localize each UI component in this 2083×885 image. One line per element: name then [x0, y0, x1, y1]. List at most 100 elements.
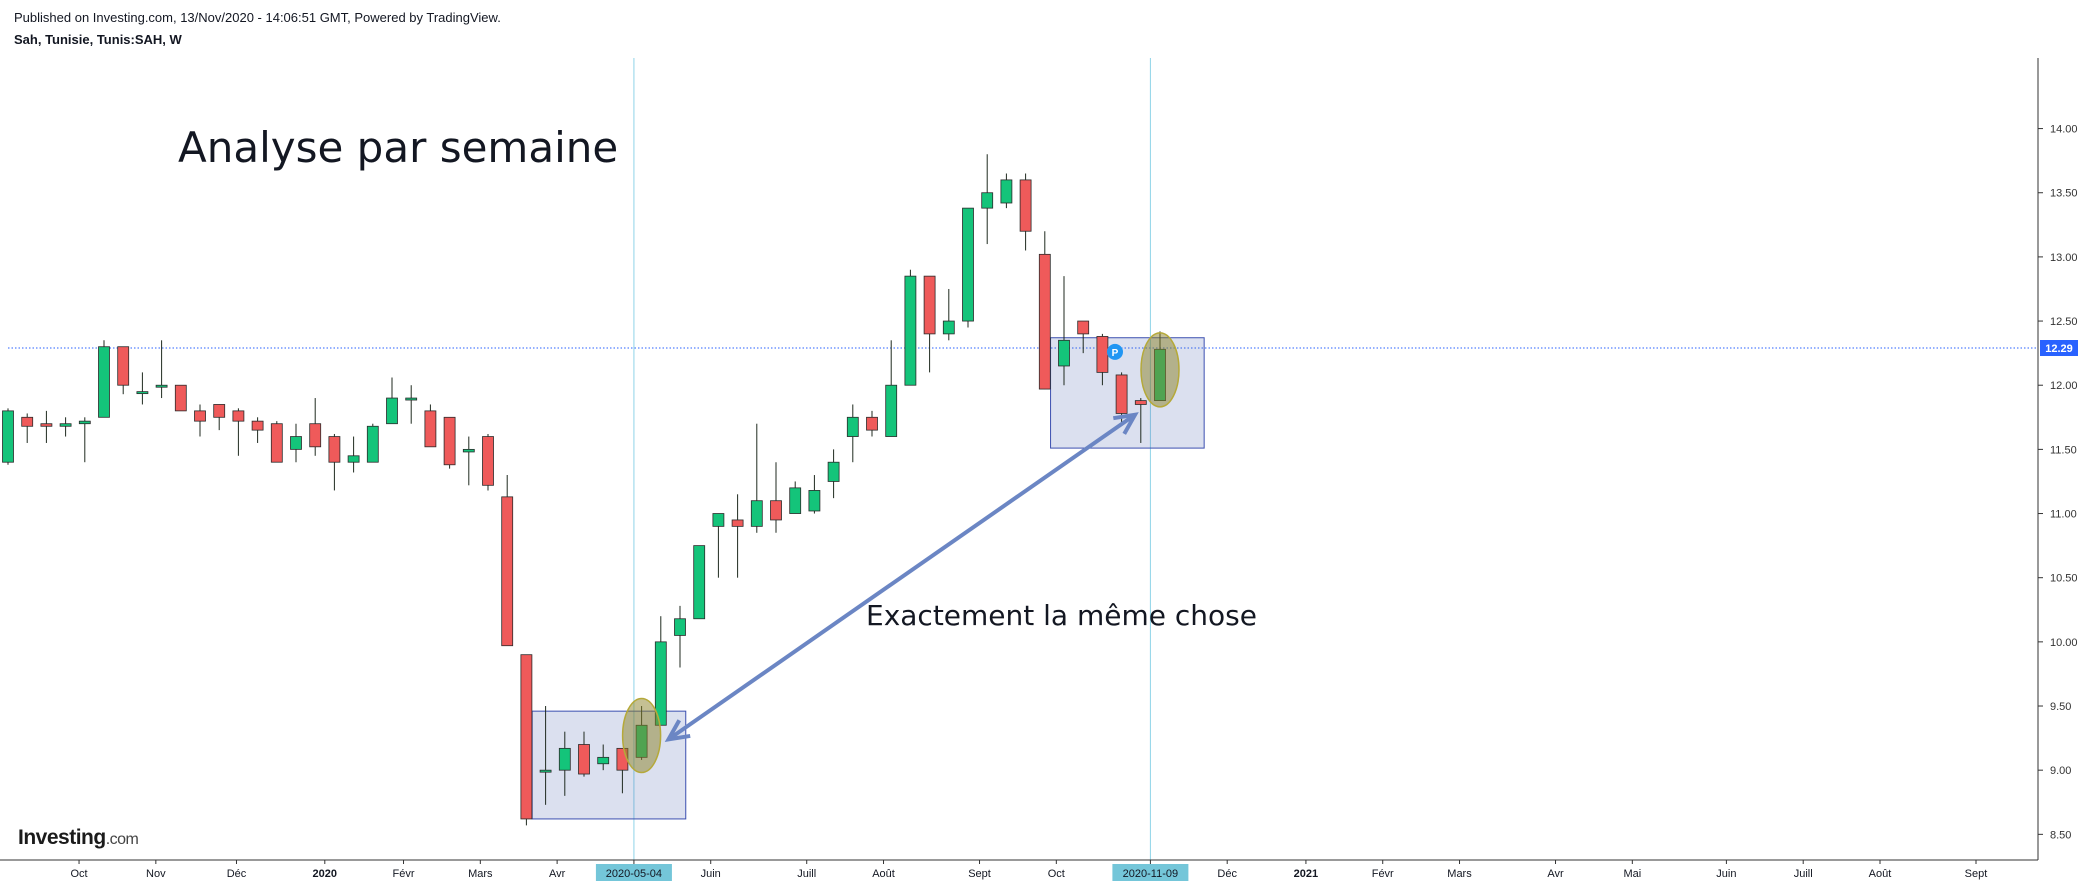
highlight-box	[531, 710, 687, 820]
candle-body	[597, 756, 610, 765]
candle	[290, 423, 302, 463]
candle	[117, 346, 130, 395]
candle-body	[174, 384, 187, 412]
x-tick-label: Mai	[1623, 868, 1641, 880]
candle	[1038, 231, 1051, 390]
candle	[520, 654, 533, 826]
y-tick-label: 8.50	[2050, 829, 2071, 841]
marker-p: P	[1107, 343, 1123, 360]
candle-body	[827, 461, 840, 482]
candle-body	[712, 513, 725, 527]
candle-body	[424, 410, 437, 448]
candle	[136, 372, 149, 405]
x-tick-label: Nov	[146, 868, 166, 880]
highlight-ellipse	[621, 697, 662, 774]
x-tick-label: Juin	[701, 868, 721, 880]
y-tick-label: 10.00	[2050, 637, 2078, 649]
candle	[866, 410, 878, 437]
x-tick-label: Juill	[797, 868, 816, 880]
candle-body	[558, 747, 571, 771]
candle-body	[251, 420, 264, 431]
last-price-label: 12.29	[2040, 340, 2078, 357]
candle-body	[962, 207, 974, 322]
candle-body	[808, 490, 821, 512]
candle	[923, 275, 936, 373]
candle	[174, 384, 187, 412]
candle	[750, 423, 763, 533]
y-tick-label: 9.50	[2050, 701, 2071, 713]
x-tick-label: 2021	[1294, 868, 1318, 880]
axes: 14.00 13.50 13.00 12.50 12.00 11.50 11.00 10.50…	[0, 58, 2078, 881]
candle	[789, 481, 802, 514]
candle-body	[386, 397, 398, 425]
x-tick-label: Mars	[1447, 868, 1472, 880]
candle	[712, 513, 725, 578]
x-tick-label: Juin	[1716, 868, 1736, 880]
candle-body	[136, 391, 149, 395]
candle-body	[21, 416, 34, 427]
candle	[1077, 320, 1090, 354]
arrow-head	[1112, 412, 1139, 435]
x-tick-label: Déc	[227, 868, 247, 880]
candle	[942, 288, 955, 341]
candle-body	[59, 423, 72, 427]
candle	[155, 340, 168, 399]
symbol-caption: Sah, Tunisie, Tunis:SAH, W	[14, 32, 182, 47]
candle	[1134, 398, 1147, 443]
candle-body	[654, 641, 667, 726]
candle	[597, 744, 610, 771]
candle-body	[290, 436, 302, 450]
candle-body	[981, 192, 994, 209]
candle-body	[846, 416, 859, 437]
candle-body	[770, 500, 782, 521]
candle-body	[1038, 253, 1051, 390]
x-tick-label: Avr	[1547, 868, 1564, 880]
annotations: P Analyse par semaine Exactement la même c…	[178, 123, 1257, 743]
y-tick-label: 11.00	[2050, 509, 2077, 521]
x-tick-label: Sept	[1965, 868, 1988, 880]
arrow-head	[664, 719, 691, 743]
candle	[770, 462, 782, 533]
x-tick-label: Févr	[1372, 868, 1394, 880]
marker-p-circle	[1107, 343, 1123, 360]
x-tick-label: 2020	[313, 868, 337, 880]
candle-body	[309, 423, 322, 448]
candle-body	[405, 397, 418, 401]
last-price-text: 12.29	[2045, 343, 2073, 355]
candle-body	[1058, 339, 1070, 367]
candle	[539, 706, 552, 805]
published-caption: Published on Investing.com, 13/Nov/2020 …	[14, 10, 501, 25]
candle-body	[789, 487, 802, 514]
x-tick-label: Mars	[468, 868, 493, 880]
candle-body	[731, 519, 744, 527]
candle-body	[520, 654, 533, 820]
x-label-highlight-bg	[1112, 864, 1189, 881]
candle-body	[462, 448, 475, 453]
candle-body	[232, 410, 245, 422]
candle	[194, 404, 206, 437]
marker-p-text: P	[1112, 348, 1119, 359]
candle	[424, 404, 437, 448]
candle-body	[366, 425, 379, 463]
candle-body	[904, 275, 917, 386]
candle-body	[501, 496, 514, 647]
candle-body	[2, 410, 14, 463]
x-tick-label: Oct	[1048, 868, 1065, 880]
candle	[366, 423, 379, 463]
x-tick-label: Févr	[393, 868, 415, 880]
x-tick-label: Déc	[1217, 868, 1237, 880]
candle	[808, 475, 821, 514]
candle	[501, 475, 514, 647]
candles	[2, 154, 1166, 826]
annotation-note: Exactement la même chose	[866, 599, 1257, 632]
x-tick-label: 2020-11-09	[1123, 868, 1178, 880]
candle-body	[155, 384, 168, 388]
candle	[98, 340, 110, 418]
candle	[981, 154, 994, 245]
candle-body	[539, 769, 552, 773]
x-tick-label: 2020-05-04	[606, 868, 662, 880]
candle-body	[482, 436, 494, 486]
arrow-line	[667, 413, 1137, 742]
candle-body	[328, 436, 341, 463]
